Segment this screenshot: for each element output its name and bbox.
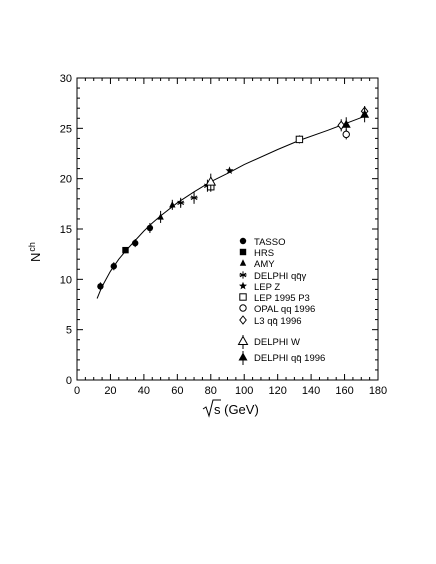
y-axis-ticks: 0 5 10 15 20 25 30 bbox=[60, 73, 378, 387]
x-tick-label: 0 bbox=[74, 385, 80, 397]
x-tick-label: 180 bbox=[369, 385, 387, 397]
data-point bbox=[122, 246, 129, 254]
series-4 bbox=[225, 166, 234, 174]
x-tick-label: 120 bbox=[268, 385, 286, 397]
data-point bbox=[146, 224, 154, 232]
data-point bbox=[131, 239, 139, 247]
legend-marker bbox=[239, 259, 247, 266]
y-tick-label: 30 bbox=[60, 73, 72, 85]
series-0 bbox=[97, 222, 154, 291]
legend-item: L3 qq̄ 1996 bbox=[239, 315, 302, 327]
legend-label: DELPHI W bbox=[254, 337, 300, 348]
legend-item: OPAL qq 1996 bbox=[239, 304, 315, 315]
legend-label: TASSO bbox=[254, 237, 286, 248]
legend-marker bbox=[239, 293, 247, 301]
data-point bbox=[225, 166, 234, 174]
series-9 bbox=[341, 106, 370, 132]
legend-item: DELPHI W bbox=[237, 335, 300, 349]
data-point bbox=[157, 213, 164, 220]
legend-item: DELPHI qq̄ 1996 bbox=[238, 351, 325, 365]
legend-label: AMY bbox=[254, 259, 275, 270]
legend-label: LEP Z bbox=[254, 282, 280, 293]
data-point bbox=[190, 194, 198, 202]
x-tick-label: 40 bbox=[138, 385, 150, 397]
data-point bbox=[177, 199, 185, 207]
legend-marker bbox=[239, 271, 247, 279]
data-point bbox=[169, 201, 176, 208]
legend-marker bbox=[239, 304, 247, 312]
series-5 bbox=[207, 135, 304, 192]
y-tick-label: 25 bbox=[60, 123, 72, 135]
sqrt-sign-icon bbox=[202, 399, 221, 418]
x-tick-label: 20 bbox=[104, 385, 116, 397]
legend-marker bbox=[239, 281, 247, 290]
legend-marker bbox=[239, 237, 247, 245]
legend-item: HRS bbox=[239, 248, 274, 259]
series-1 bbox=[122, 246, 129, 254]
legend-label: DELPHI qq̄γ bbox=[254, 271, 307, 282]
y-axis-title-main: N bbox=[28, 253, 43, 262]
data-point bbox=[110, 263, 117, 270]
plot-frame bbox=[76, 77, 379, 381]
x-axis-ticks: 0 20 40 60 80 100 120 140 160 180 bbox=[74, 78, 387, 397]
x-tick-label: 140 bbox=[302, 385, 320, 397]
y-axis-title-sub: ch bbox=[27, 242, 37, 252]
x-axis-title: s (GeV) bbox=[202, 399, 259, 418]
x-tick-label: 160 bbox=[335, 385, 353, 397]
data-point bbox=[341, 119, 351, 128]
series-8 bbox=[205, 173, 217, 190]
legend-item: TASSO bbox=[239, 237, 286, 248]
y-axis-title: Nch bbox=[27, 242, 43, 262]
data-point bbox=[295, 135, 304, 144]
x-axis-title-text: s (GeV) bbox=[214, 402, 259, 417]
x-tick-label: 100 bbox=[235, 385, 253, 397]
legend-marker bbox=[239, 315, 247, 325]
y-tick-label: 5 bbox=[66, 325, 72, 337]
legend-item: AMY bbox=[239, 259, 275, 270]
data-points-layer bbox=[97, 106, 370, 291]
x-tick-label: 60 bbox=[171, 385, 183, 397]
fit-curve-layer bbox=[96, 115, 365, 299]
legend-label: DELPHI qq̄ 1996 bbox=[254, 353, 325, 364]
y-tick-label: 20 bbox=[60, 174, 72, 186]
legend-label: OPAL qq 1996 bbox=[254, 304, 315, 315]
data-point bbox=[97, 283, 104, 290]
legend-marker bbox=[238, 352, 248, 361]
x-tick-label: 80 bbox=[205, 385, 217, 397]
series-2 bbox=[157, 199, 176, 223]
legend-marker bbox=[237, 335, 249, 345]
data-point bbox=[360, 109, 370, 118]
data-point bbox=[342, 130, 350, 139]
y-tick-label: 0 bbox=[66, 375, 72, 387]
legend-marker bbox=[239, 248, 247, 256]
legend-item: DELPHI qq̄γ bbox=[239, 271, 307, 282]
fit-curve bbox=[96, 115, 365, 299]
legend-label: LEP 1995 P3 bbox=[254, 293, 310, 304]
legend-item: LEP 1995 P3 bbox=[239, 293, 310, 304]
series-3 bbox=[177, 179, 212, 208]
data-point bbox=[205, 176, 217, 186]
y-tick-label: 10 bbox=[60, 274, 72, 286]
legend-label: HRS bbox=[254, 248, 274, 259]
y-tick-label: 15 bbox=[60, 224, 72, 236]
legend-item: LEP Z bbox=[239, 281, 280, 293]
legend-label: L3 qq̄ 1996 bbox=[254, 316, 302, 327]
plot-border bbox=[76, 77, 379, 381]
